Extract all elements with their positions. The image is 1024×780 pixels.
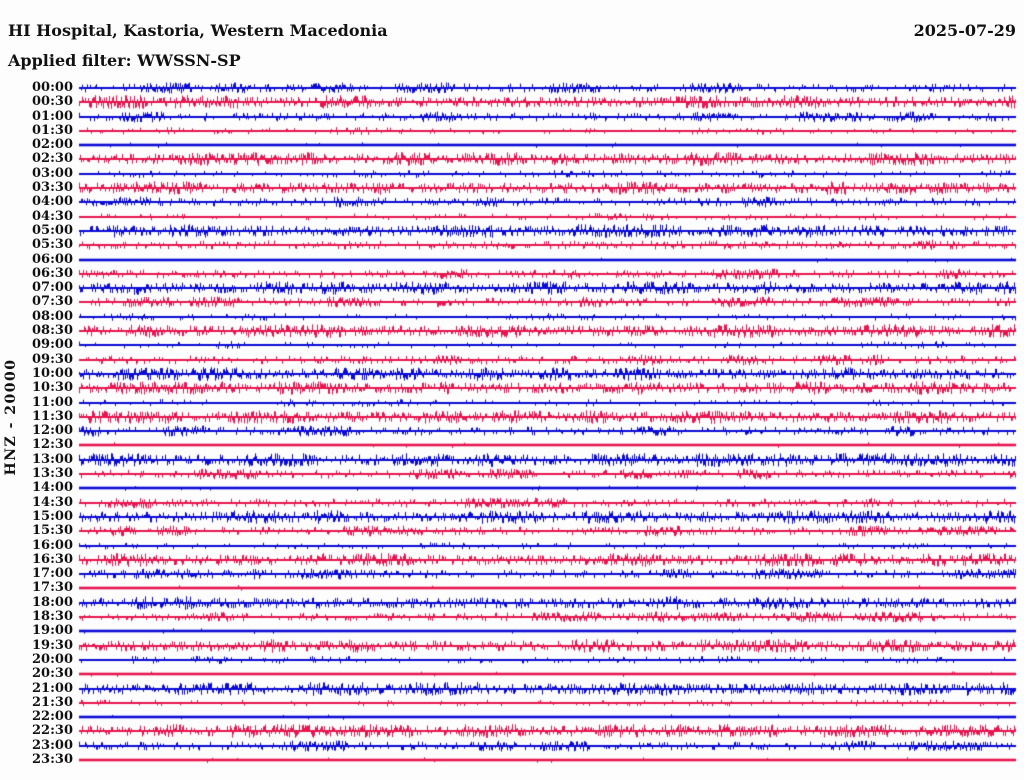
time-label: 18:30 — [32, 609, 73, 624]
time-label: 19:00 — [32, 623, 73, 638]
time-label: 08:00 — [32, 309, 73, 324]
time-label: 20:30 — [32, 666, 73, 681]
time-label: 03:30 — [32, 180, 73, 195]
time-label: 12:00 — [32, 423, 73, 438]
time-label: 02:00 — [32, 137, 73, 152]
time-label: 06:00 — [32, 252, 73, 267]
time-label: 04:30 — [32, 209, 73, 224]
time-label: 17:30 — [32, 580, 73, 595]
time-label: 17:00 — [32, 566, 73, 581]
time-label: 05:00 — [32, 223, 73, 238]
time-label: 00:00 — [32, 80, 73, 95]
time-label: 00:30 — [32, 94, 73, 109]
time-label: 21:30 — [32, 695, 73, 710]
time-label: 01:30 — [32, 123, 73, 138]
time-label: 21:00 — [32, 681, 73, 696]
time-label: 22:00 — [32, 709, 73, 724]
time-label: 01:00 — [32, 109, 73, 124]
time-label: 16:30 — [32, 552, 73, 567]
time-label: 12:30 — [32, 437, 73, 452]
time-label: 19:30 — [32, 638, 73, 653]
time-label: 06:30 — [32, 266, 73, 281]
station-title: HI Hospital, Kastoria, Western Macedonia — [8, 21, 388, 40]
time-label: 03:00 — [32, 166, 73, 181]
time-label: 11:30 — [32, 409, 73, 424]
record-date: 2025-07-29 — [913, 21, 1016, 40]
time-label: 13:30 — [32, 466, 73, 481]
time-label: 09:00 — [32, 337, 73, 352]
time-label: 14:30 — [32, 495, 73, 510]
time-label: 07:00 — [32, 280, 73, 295]
time-label: 02:30 — [32, 151, 73, 166]
time-label: 11:00 — [32, 395, 73, 410]
time-label: 05:30 — [32, 237, 73, 252]
time-label: 23:30 — [32, 752, 73, 767]
time-label: 10:30 — [32, 380, 73, 395]
time-label: 07:30 — [32, 294, 73, 309]
time-label: 20:00 — [32, 652, 73, 667]
filter-label: Applied filter: WWSSN-SP — [8, 51, 241, 70]
time-label: 15:30 — [32, 523, 73, 538]
time-label: 18:00 — [32, 595, 73, 610]
time-label: 23:00 — [32, 738, 73, 753]
time-label: 15:00 — [32, 509, 73, 524]
time-label: 08:30 — [32, 323, 73, 338]
time-label: 10:00 — [32, 366, 73, 381]
time-label: 22:30 — [32, 723, 73, 738]
time-label: 16:00 — [32, 538, 73, 553]
time-label: 14:00 — [32, 480, 73, 495]
time-label: 13:00 — [32, 452, 73, 467]
time-label: 04:00 — [32, 194, 73, 209]
time-label: 09:30 — [32, 352, 73, 367]
